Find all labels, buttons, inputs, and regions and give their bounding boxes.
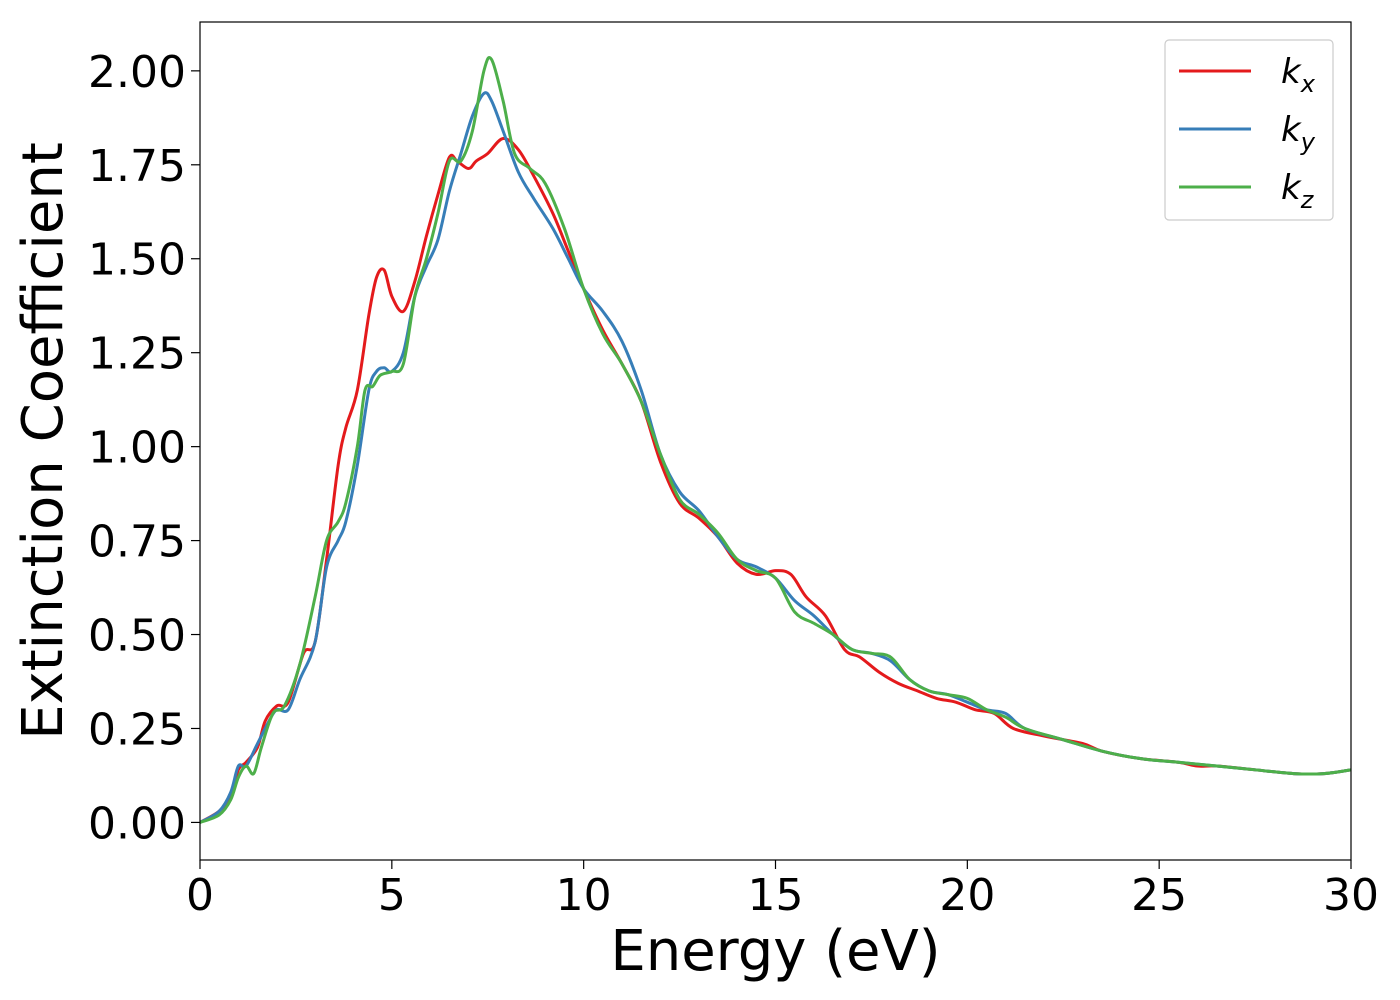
x-tick-label: 15 bbox=[748, 870, 804, 921]
x-tick-label: 10 bbox=[556, 870, 612, 921]
x-tick-label: 25 bbox=[1131, 870, 1187, 921]
series-line-kx bbox=[200, 136, 1351, 824]
x-tick-label: 30 bbox=[1323, 870, 1379, 921]
x-tick-label: 0 bbox=[186, 870, 214, 921]
series-line-kz bbox=[200, 56, 1351, 824]
x-tick-label: 20 bbox=[939, 870, 995, 921]
legend: kx ky kz bbox=[1164, 39, 1334, 221]
y-tick-label: 2.00 bbox=[88, 47, 186, 98]
y-axis-label: Extinction Coefficient bbox=[11, 142, 76, 740]
legend-label-ky: ky bbox=[1281, 110, 1316, 156]
legend-label-kx: kx bbox=[1281, 52, 1316, 98]
y-tick-label: 1.50 bbox=[88, 235, 186, 286]
x-tick-label: 5 bbox=[378, 870, 406, 921]
y-tick-label: 0.75 bbox=[88, 517, 186, 568]
y-tick-label: 1.25 bbox=[88, 329, 186, 380]
y-tick-label: 1.00 bbox=[88, 423, 186, 474]
x-axis-label: Energy (eV) bbox=[610, 919, 940, 984]
y-tick-label: 0.50 bbox=[88, 611, 186, 662]
x-axis: 0 5 10 15 20 25 30 bbox=[186, 860, 1379, 921]
series-layer bbox=[200, 56, 1351, 824]
y-tick-label: 0.25 bbox=[88, 704, 186, 755]
y-tick-label: 1.75 bbox=[88, 141, 186, 192]
y-axis: 0.00 0.25 0.50 0.75 1.00 1.25 1.50 1.75 2.00 bbox=[88, 47, 200, 849]
y-tick-label: 0.00 bbox=[88, 798, 186, 849]
legend-label-kz: kz bbox=[1281, 168, 1315, 214]
